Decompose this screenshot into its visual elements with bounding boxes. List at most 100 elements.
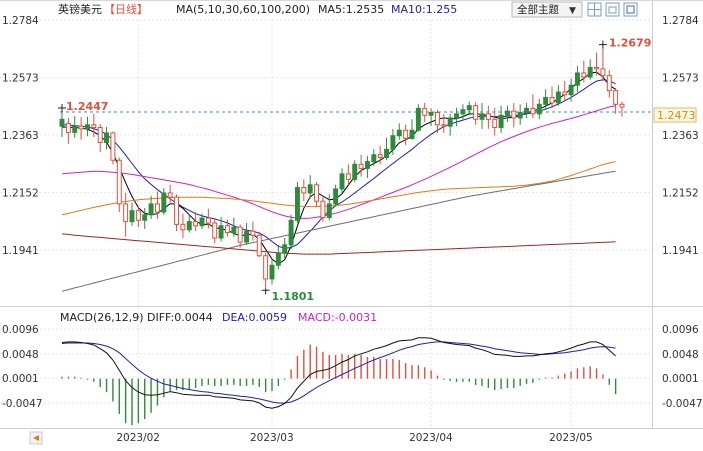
ma-line-ma100 xyxy=(61,170,616,292)
ma-line-ma30 xyxy=(61,105,616,219)
current-price-tag: 1.2473 xyxy=(653,107,697,123)
theme-dropdown[interactable]: 全部主题 ▼ xyxy=(511,1,583,18)
high-marker xyxy=(598,40,607,49)
time-tick-label: 2023/03 xyxy=(250,432,294,444)
candle-body-up xyxy=(231,226,237,234)
time-tick-label: 2023/04 xyxy=(409,432,453,444)
price-tick-right: 1.1941 xyxy=(662,245,699,257)
candle-body-down xyxy=(237,226,243,243)
candle-body-up xyxy=(333,188,339,205)
candle-body-up xyxy=(282,244,288,254)
candle-body-down xyxy=(403,129,409,139)
candle-body-down xyxy=(123,203,129,223)
candle-body-down xyxy=(613,90,619,105)
candle-body-up xyxy=(364,161,370,169)
maximize-icon[interactable] xyxy=(623,2,638,17)
restore-icon[interactable] xyxy=(605,2,620,17)
macd-tick-left: -0.0047 xyxy=(2,398,43,410)
price-tick-left: 1.2573 xyxy=(2,73,39,85)
candle-body-down xyxy=(511,110,517,119)
axes: 1.2784 1.2784 1.2573 1.2573 1.2363 1.2363 1.21… xyxy=(2,15,703,444)
candle-body-up xyxy=(415,107,421,131)
candle-body-down xyxy=(263,255,269,280)
price-grid xyxy=(0,19,652,428)
candle-body-up xyxy=(574,72,580,86)
candle-body-down xyxy=(549,96,555,104)
candle-body-down xyxy=(320,200,326,219)
price-tick-right: 1.2784 xyxy=(662,15,699,27)
macd-panel xyxy=(61,337,617,426)
candle-body-down xyxy=(97,126,103,144)
candlesticks xyxy=(59,48,625,289)
macd-tick-right: 0.0048 xyxy=(662,349,699,361)
candle-body-down xyxy=(492,118,498,128)
candle-body-down xyxy=(434,111,440,126)
chart-frame xyxy=(0,0,703,429)
macd-dea-value: DEA:0.0059 xyxy=(222,311,287,324)
candle-body-down xyxy=(256,234,262,257)
candle-body-up xyxy=(504,110,510,116)
macd-params-label[interactable]: MACD(26,12,9) xyxy=(60,311,144,324)
candle-body-down xyxy=(562,91,568,96)
candle-body-down xyxy=(212,222,218,239)
macd-tick-left: 0.0096 xyxy=(2,324,39,336)
candle-body-down xyxy=(301,187,307,194)
moving-average-lines xyxy=(61,71,616,292)
candle-body-down xyxy=(314,184,320,202)
candle-body-up xyxy=(555,91,561,104)
ma-line-ma60 xyxy=(61,161,616,216)
candle-body-up xyxy=(148,203,154,216)
candle-body-up xyxy=(396,129,402,137)
time-tick-label: 2023/05 xyxy=(549,432,593,444)
price-tick-right: 1.2363 xyxy=(662,130,699,142)
candle-body-down xyxy=(581,72,587,78)
candle-body-down xyxy=(135,210,141,221)
candle-body-up xyxy=(142,214,148,221)
candle-body-up xyxy=(587,66,593,78)
prev-high-label: 1.2447 xyxy=(66,100,108,113)
arrow-left-icon xyxy=(33,435,39,441)
candle-body-up xyxy=(129,210,135,223)
candle-body-up xyxy=(104,132,110,144)
scroll-left-button[interactable] xyxy=(29,431,43,445)
price-tick-right: 1.2573 xyxy=(662,73,699,85)
candle-body-down xyxy=(422,107,428,116)
macd-tick-right: -0.0047 xyxy=(662,398,703,410)
grid-toggle-icon[interactable] xyxy=(587,2,602,17)
candle-body-down xyxy=(473,105,479,120)
candle-body-down xyxy=(174,196,180,225)
candle-body-down xyxy=(606,75,612,92)
candle-body-down xyxy=(530,107,536,115)
candle-body-up xyxy=(524,107,530,113)
candle-body-up xyxy=(269,264,275,280)
candle-body-up xyxy=(307,184,313,194)
price-tick-left: 1.2152 xyxy=(2,187,39,199)
candle-body-up xyxy=(84,124,90,130)
ma5-value: MA5:1.2535 xyxy=(318,3,384,16)
candle-body-up xyxy=(326,203,332,219)
theme-dropdown-label: 全部主题 xyxy=(517,3,559,16)
macd-tick-left: 0.0048 xyxy=(2,349,39,361)
candle-body-down xyxy=(594,66,600,70)
candle-body-up xyxy=(72,125,78,133)
macd-value: MACD:-0.0031 xyxy=(298,311,377,324)
candle-body-up xyxy=(161,192,167,213)
ma-settings-label[interactable]: MA(5,10,30,60,100,200) xyxy=(176,3,310,16)
macd-diff-line xyxy=(61,337,616,409)
macd-diff-value: DIFF:0.0044 xyxy=(147,311,213,324)
candle-body-up xyxy=(454,113,460,119)
prev-high-marker xyxy=(58,103,66,112)
candle-body-down xyxy=(110,132,116,161)
candle-body-up xyxy=(371,154,377,163)
candle-body-down xyxy=(180,223,186,231)
candle-body-down xyxy=(345,173,351,180)
candle-body-up xyxy=(244,230,250,243)
candle-body-down xyxy=(167,192,173,198)
candle-body-down xyxy=(619,103,625,108)
high-price-label: 1.2679 xyxy=(609,37,651,50)
macd-tick-right: 0.0001 xyxy=(662,373,699,385)
macd-tick-right: 0.0096 xyxy=(662,324,699,336)
price-annotations: 1.2679 1.1801 1.2447 xyxy=(58,37,651,303)
